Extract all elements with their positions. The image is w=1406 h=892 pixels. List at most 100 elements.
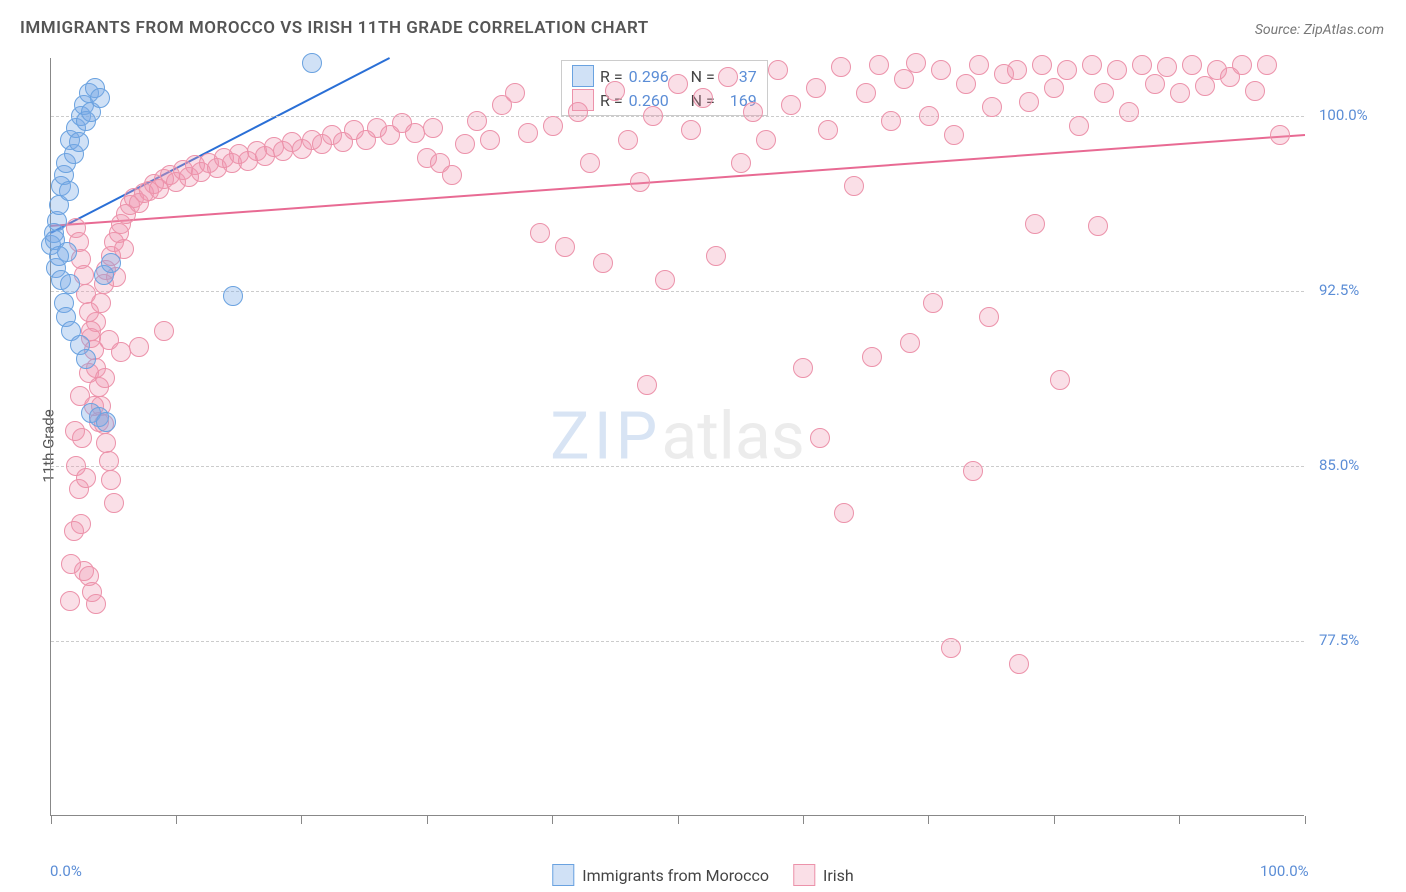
scatter-point — [593, 253, 613, 273]
scatter-point — [806, 78, 826, 98]
scatter-point — [1270, 125, 1290, 145]
scatter-point — [1094, 83, 1114, 103]
gridline — [51, 466, 1304, 467]
x-tick — [1179, 816, 1180, 824]
scatter-point — [60, 274, 80, 294]
scatter-point — [65, 421, 85, 441]
gridline — [51, 116, 1304, 117]
scatter-point — [956, 74, 976, 94]
x-tick — [552, 816, 553, 824]
x-tick — [427, 816, 428, 824]
scatter-point — [982, 97, 1002, 117]
x-tick-label-min: 0.0% — [50, 862, 82, 880]
scatter-point — [1170, 83, 1190, 103]
chart-svg-layer — [51, 58, 1304, 815]
scatter-point — [906, 53, 926, 73]
y-tick-label: 85.0% — [1319, 456, 1359, 474]
x-tick — [176, 816, 177, 824]
scatter-point — [1195, 76, 1215, 96]
scatter-point — [869, 55, 889, 75]
scatter-point — [1082, 55, 1102, 75]
n-label: N = — [691, 67, 715, 86]
scatter-point — [76, 468, 96, 488]
scatter-point — [1007, 60, 1027, 80]
scatter-point — [900, 333, 920, 353]
scatter-point — [555, 237, 575, 257]
scatter-point — [455, 134, 475, 154]
x-tick — [51, 816, 52, 824]
scatter-point — [59, 181, 79, 201]
scatter-point — [530, 223, 550, 243]
scatter-point — [101, 470, 121, 490]
scatter-point — [834, 503, 854, 523]
scatter-point — [1145, 74, 1165, 94]
scatter-point — [1050, 370, 1070, 390]
scatter-point — [405, 123, 425, 143]
scatter-point — [919, 106, 939, 126]
scatter-point — [668, 74, 688, 94]
source-attribution: Source: ZipAtlas.com — [1255, 22, 1384, 38]
scatter-point — [810, 428, 830, 448]
scatter-point — [505, 83, 525, 103]
scatter-point — [818, 120, 838, 140]
scatter-point — [69, 132, 89, 152]
scatter-point — [693, 88, 713, 108]
scatter-point — [61, 554, 81, 574]
scatter-point — [969, 55, 989, 75]
series-legend-item: Irish — [793, 864, 854, 886]
scatter-point — [64, 521, 84, 541]
series-legend-label: Immigrants from Morocco — [582, 866, 769, 885]
scatter-point — [442, 165, 462, 185]
scatter-point — [1019, 92, 1039, 112]
scatter-point — [856, 83, 876, 103]
scatter-point — [963, 461, 983, 481]
scatter-point — [1069, 116, 1089, 136]
scatter-point — [1182, 55, 1202, 75]
scatter-point — [467, 111, 487, 131]
scatter-point — [423, 118, 443, 138]
scatter-point — [894, 69, 914, 89]
scatter-point — [941, 638, 961, 658]
scatter-point — [60, 591, 80, 611]
x-tick — [803, 816, 804, 824]
y-tick-label: 77.5% — [1319, 631, 1359, 649]
scatter-point — [1032, 55, 1052, 75]
scatter-point — [756, 130, 776, 150]
y-tick-label: 100.0% — [1319, 106, 1368, 124]
scatter-point — [1044, 78, 1064, 98]
scatter-point — [643, 106, 663, 126]
scatter-point — [90, 88, 110, 108]
scatter-point — [543, 116, 563, 136]
series-legend-label: Irish — [823, 866, 854, 885]
scatter-point — [1057, 60, 1077, 80]
scatter-point — [1025, 214, 1045, 234]
scatter-point — [568, 102, 588, 122]
scatter-point — [979, 307, 999, 327]
scatter-point — [831, 57, 851, 77]
scatter-point — [881, 111, 901, 131]
legend-swatch — [793, 864, 815, 886]
scatter-point — [154, 321, 174, 341]
scatter-point — [1245, 81, 1265, 101]
scatter-point — [79, 302, 99, 322]
scatter-point — [605, 81, 625, 101]
scatter-point — [95, 368, 115, 388]
series-legend-item: Immigrants from Morocco — [552, 864, 769, 886]
x-tick — [928, 816, 929, 824]
scatter-point — [718, 67, 738, 87]
scatter-point — [944, 125, 964, 145]
correlation-legend-row: R =0.260N =169 — [572, 89, 757, 111]
chart-title: IMMIGRANTS FROM MOROCCO VS IRISH 11TH GR… — [20, 18, 649, 38]
x-tick — [678, 816, 679, 824]
scatter-point — [1157, 57, 1177, 77]
scatter-point — [101, 253, 121, 273]
legend-swatch — [572, 65, 594, 87]
scatter-point — [1132, 55, 1152, 75]
scatter-point — [630, 172, 650, 192]
scatter-point — [781, 95, 801, 115]
scatter-point — [76, 349, 96, 369]
scatter-point — [129, 337, 149, 357]
series-legend: Immigrants from Morocco Irish — [552, 864, 853, 886]
scatter-point — [637, 375, 657, 395]
scatter-point — [923, 293, 943, 313]
